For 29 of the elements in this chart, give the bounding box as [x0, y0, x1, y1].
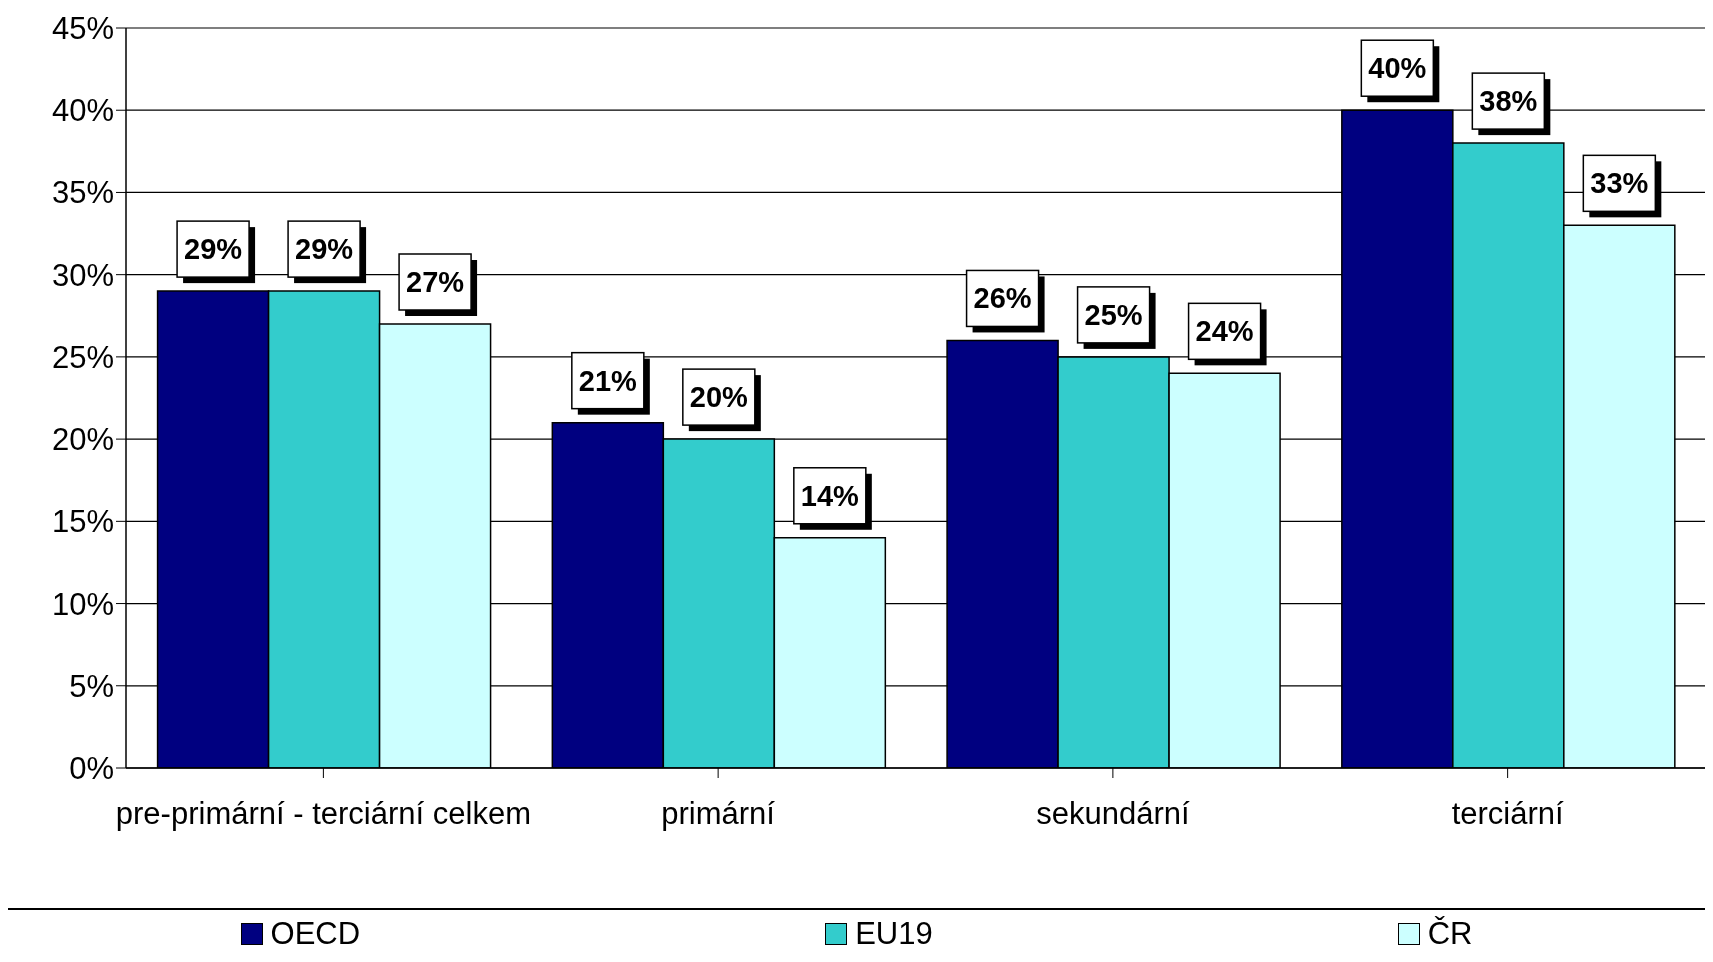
data-label: 24% — [1195, 315, 1254, 348]
data-label: 33% — [1590, 167, 1649, 200]
data-label: 25% — [1084, 298, 1143, 331]
y-tick-label: 45% — [51, 11, 114, 47]
y-tick-label: 0% — [69, 751, 114, 787]
legend-label: EU19 — [855, 916, 933, 952]
x-tick-label: primární — [661, 796, 776, 832]
y-tick-label: 35% — [51, 175, 114, 211]
y-tick-label: 5% — [69, 668, 114, 704]
data-label: 21% — [578, 364, 638, 397]
y-tick-label: 20% — [51, 422, 114, 458]
data-label: 29% — [184, 233, 243, 266]
y-tick-label: 10% — [51, 586, 114, 622]
x-tick-label: terciární — [1451, 796, 1564, 832]
data-label: 27% — [406, 266, 465, 298]
y-tick-label: 15% — [51, 504, 114, 540]
data-label: 38% — [1479, 85, 1538, 118]
y-tick-label: 40% — [51, 93, 114, 129]
legend-label: OECD — [270, 916, 361, 952]
y-tick-label: 30% — [51, 257, 114, 293]
data-label: 40% — [1368, 52, 1427, 85]
data-label: 14% — [800, 479, 860, 512]
data-label: 26% — [973, 282, 1032, 315]
data-label: 29% — [295, 233, 354, 266]
legend-label: ČR — [1427, 916, 1473, 952]
data-label: 20% — [689, 381, 749, 414]
x-tick-label: pre-primární - terciární celkem — [115, 796, 531, 832]
x-tick-label: sekundární — [1036, 796, 1190, 832]
y-tick-label: 25% — [51, 339, 114, 375]
